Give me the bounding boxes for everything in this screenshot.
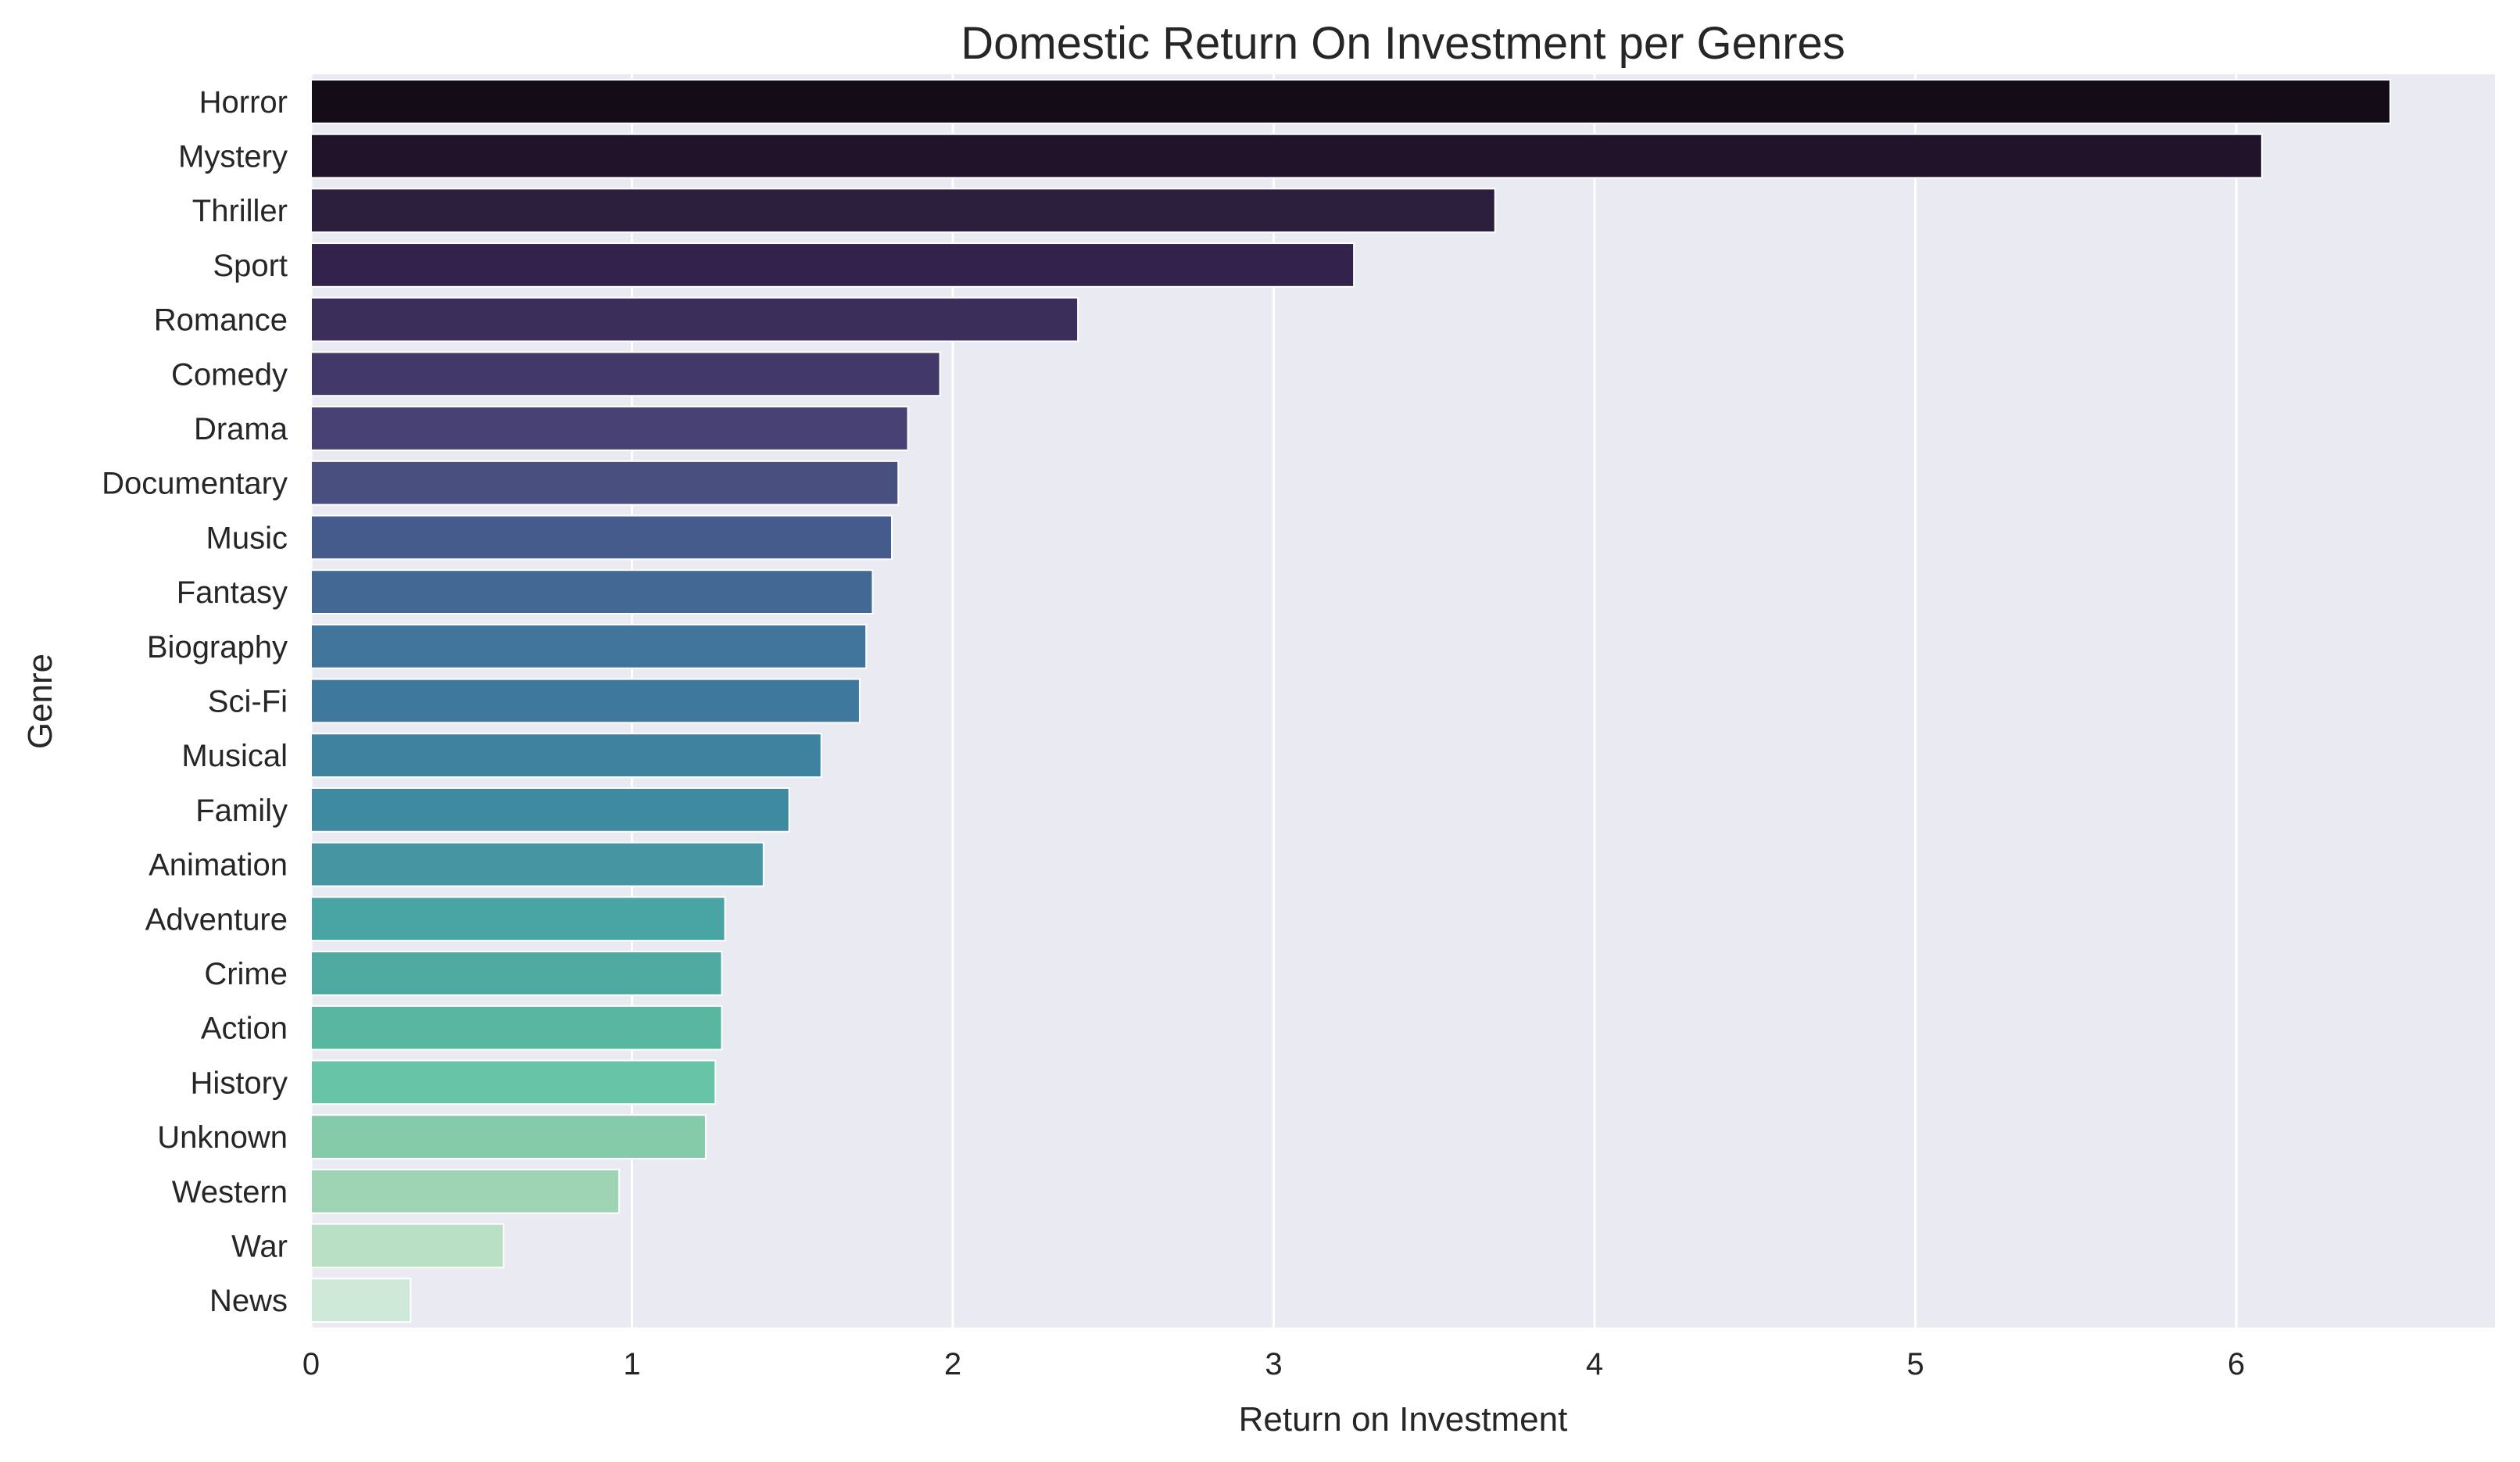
y-tick-label: Adventure xyxy=(145,902,288,937)
y-tick-label: Drama xyxy=(194,412,288,446)
bar-western xyxy=(310,1168,621,1214)
y-tick-labels: Horror Mystery Thriller Sport Romance Comedy D… xyxy=(102,85,288,1318)
x-tick-label: 0 xyxy=(302,1347,320,1381)
bar-musical xyxy=(310,733,822,779)
bar-thriller xyxy=(310,188,1496,234)
bar-adventure xyxy=(310,896,726,942)
chart-title: Domestic Return On Investment per Genres xyxy=(961,18,1845,69)
y-tick-label: Fantasy xyxy=(177,575,288,610)
x-tick-label: 5 xyxy=(1906,1347,1924,1381)
y-tick-label: Biography xyxy=(147,630,288,665)
y-tick-label: History xyxy=(191,1066,288,1100)
bar-unknown xyxy=(310,1114,707,1159)
y-tick-label: Sci-Fi xyxy=(208,685,288,719)
x-tick-label: 4 xyxy=(1586,1347,1603,1381)
y-tick-label: Music xyxy=(206,521,288,555)
bar-documentary xyxy=(310,460,900,506)
bar-war xyxy=(310,1223,505,1269)
y-tick-label: News xyxy=(209,1284,288,1318)
y-tick-label: Sport xyxy=(213,249,288,283)
y-tick-label: Comedy xyxy=(171,357,288,392)
bar-news xyxy=(310,1277,412,1324)
bar-action xyxy=(310,1005,723,1051)
bar-family xyxy=(310,787,790,833)
bar-history xyxy=(310,1059,717,1105)
bar-music xyxy=(310,514,893,561)
y-tick-label: Unknown xyxy=(157,1120,288,1155)
bar-sport xyxy=(310,242,1355,288)
x-tick-label: 1 xyxy=(623,1347,640,1381)
y-tick-label: Thriller xyxy=(192,194,288,228)
bar-horror xyxy=(310,78,2392,124)
bar-crime xyxy=(310,951,723,996)
y-tick-label: War xyxy=(231,1229,288,1263)
y-tick-label: Horror xyxy=(199,85,288,120)
y-tick-label: Musical xyxy=(181,739,288,773)
bar-fantasy xyxy=(310,569,874,615)
y-tick-label: Animation xyxy=(149,848,288,883)
y-axis-label: Genre xyxy=(21,654,59,749)
bar-romance xyxy=(310,296,1079,342)
y-tick-label: Action xyxy=(201,1012,288,1046)
bar-drama xyxy=(310,406,909,451)
bar-mystery xyxy=(310,133,2263,179)
bar-biography xyxy=(310,623,868,669)
x-tick-labels: 0 1 2 3 4 5 6 xyxy=(302,1347,2245,1381)
y-tick-label: Mystery xyxy=(178,140,288,174)
y-tick-label: Western xyxy=(172,1175,288,1209)
y-tick-label: Romance xyxy=(154,303,288,338)
y-tick-label: Crime xyxy=(204,957,288,991)
bar-animation xyxy=(310,841,764,887)
y-tick-label: Documentary xyxy=(102,467,288,501)
y-tick-label: Family xyxy=(195,794,288,828)
x-tick-label: 3 xyxy=(1265,1347,1282,1381)
bars xyxy=(310,78,2392,1324)
x-tick-label: 2 xyxy=(944,1347,961,1381)
bar-sci-fi xyxy=(310,678,861,724)
x-tick-label: 6 xyxy=(2228,1347,2245,1381)
x-axis-label: Return on Investment xyxy=(1239,1400,1568,1439)
bar-comedy xyxy=(310,351,941,397)
